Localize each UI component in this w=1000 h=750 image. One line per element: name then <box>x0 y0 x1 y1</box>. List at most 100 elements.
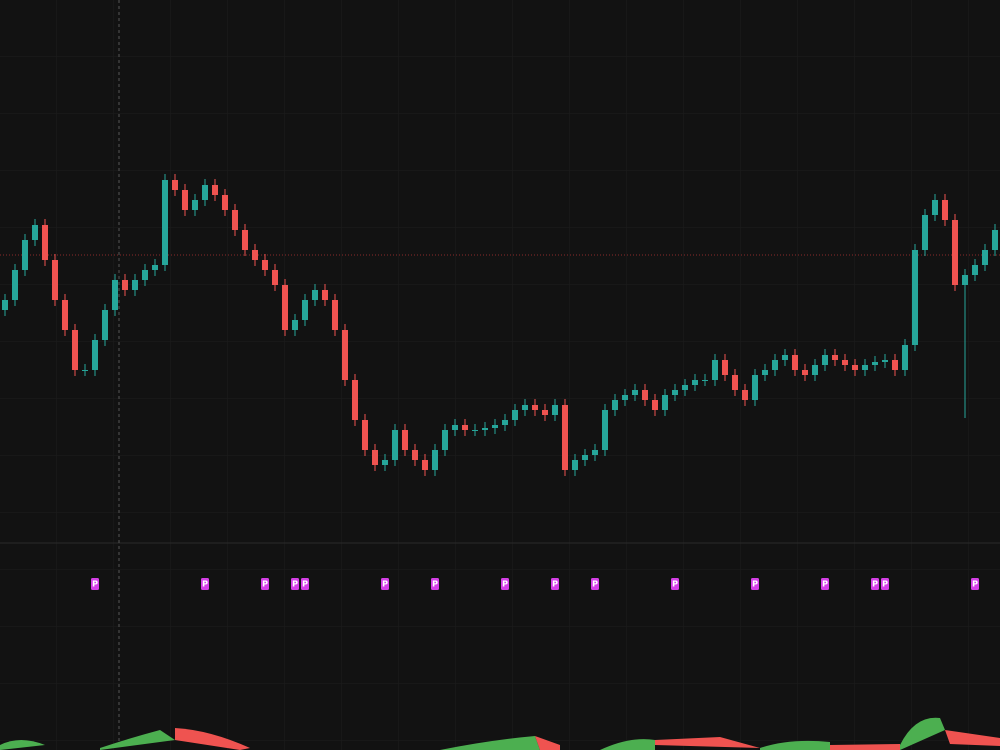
candle-body <box>672 390 678 395</box>
candle-body <box>492 425 498 428</box>
candle-body <box>172 180 178 190</box>
candle-body <box>422 460 428 470</box>
marker <box>501 578 509 590</box>
candle-body <box>272 270 278 285</box>
candle-body <box>552 405 558 415</box>
candle-body <box>832 355 838 360</box>
candle-body <box>202 185 208 200</box>
candle-body <box>932 200 938 215</box>
candle-body <box>582 455 588 460</box>
candle-body <box>482 428 488 430</box>
candle-body <box>382 460 388 465</box>
candle-body <box>992 230 998 250</box>
candle-body <box>862 365 868 370</box>
candle-body <box>262 260 268 270</box>
marker-label: P <box>432 580 438 589</box>
candle-body <box>962 275 968 285</box>
candle-body <box>762 370 768 375</box>
candle-body <box>512 410 518 420</box>
candle-body <box>692 380 698 385</box>
candle-body <box>722 360 728 375</box>
candle-body <box>532 405 538 410</box>
candle-body <box>852 365 858 370</box>
marker <box>301 578 309 590</box>
candle-body <box>612 400 618 410</box>
candle-body <box>122 280 128 290</box>
marker <box>591 578 599 590</box>
candle-body <box>872 362 878 365</box>
candle-body <box>142 270 148 280</box>
candle-body <box>92 340 98 370</box>
candle-body <box>802 370 808 375</box>
candle-body <box>622 395 628 400</box>
indicator-band <box>655 737 760 748</box>
candle-body <box>942 200 948 220</box>
candle-body <box>82 370 88 371</box>
candle-body <box>192 200 198 210</box>
candle-body <box>252 250 258 260</box>
marker <box>431 578 439 590</box>
candle-body <box>402 430 408 450</box>
candle-body <box>522 405 528 410</box>
candle-body <box>972 265 978 275</box>
marker <box>291 578 299 590</box>
marker-label: P <box>752 580 758 589</box>
candle-body <box>712 360 718 380</box>
marker <box>261 578 269 590</box>
marker-label: P <box>262 580 268 589</box>
marker <box>91 578 99 590</box>
candle-body <box>332 300 338 330</box>
marker-label: P <box>92 580 98 589</box>
indicator-band <box>900 717 945 750</box>
candle-body <box>132 280 138 290</box>
candle-body <box>232 210 238 230</box>
marker <box>381 578 389 590</box>
candle-body <box>282 285 288 330</box>
candle-body <box>842 360 848 365</box>
marker-label: P <box>302 580 308 589</box>
candle-body <box>472 430 478 431</box>
candle-body <box>732 375 738 390</box>
candle-body <box>542 410 548 415</box>
candle-body <box>362 420 368 450</box>
indicator <box>0 717 1000 750</box>
candle-body <box>812 365 818 375</box>
candle-body <box>602 410 608 450</box>
marker-label: P <box>592 580 598 589</box>
candle-body <box>152 265 158 270</box>
candle-body <box>502 420 508 425</box>
candle-body <box>652 400 658 410</box>
candle-body <box>702 380 708 381</box>
candle-body <box>432 450 438 470</box>
candle-body <box>662 395 668 410</box>
candle-body <box>752 375 758 400</box>
marker-label: P <box>202 580 208 589</box>
candle-body <box>302 300 308 320</box>
marker <box>881 578 889 590</box>
candle-body <box>352 380 358 420</box>
candle-body <box>442 430 448 450</box>
candle-body <box>22 240 28 270</box>
indicator-band <box>600 739 655 750</box>
indicator-band <box>440 736 540 750</box>
marker-label: P <box>292 580 298 589</box>
marker <box>871 578 879 590</box>
marker <box>821 578 829 590</box>
candle-body <box>882 360 888 362</box>
indicator-band <box>0 740 45 750</box>
candle-body <box>222 195 228 210</box>
candle-body <box>182 190 188 210</box>
marker <box>671 578 679 590</box>
candle-body <box>462 425 468 430</box>
candle-body <box>742 390 748 400</box>
marker-label: P <box>882 580 888 589</box>
indicator-band <box>100 730 175 750</box>
marker <box>201 578 209 590</box>
candle-body <box>62 300 68 330</box>
candle-body <box>922 215 928 250</box>
marker-label: P <box>382 580 388 589</box>
candle-body <box>102 310 108 340</box>
candle-body <box>892 360 898 370</box>
candle-body <box>162 180 168 265</box>
